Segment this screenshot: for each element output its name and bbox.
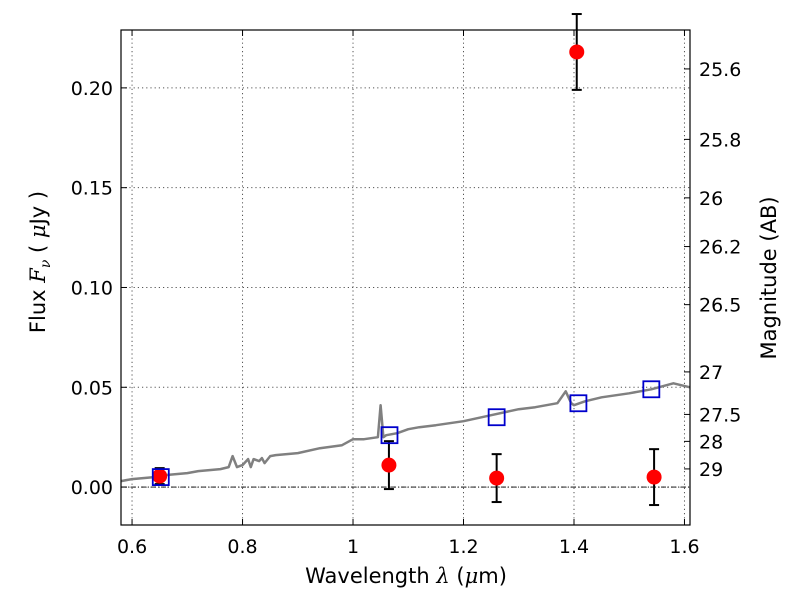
model-spectrum-line — [120, 382, 691, 483]
y2-tick-label: 27.5 — [699, 404, 741, 426]
y-tick-label: 0.05 — [71, 377, 113, 399]
x-axis-label: Wavelength λ (μm) — [305, 564, 507, 588]
spectrum-layer — [120, 382, 691, 483]
y2-axis-label: Magnitude (AB) — [757, 196, 781, 359]
y-tick-label: 0.00 — [71, 477, 113, 499]
model-square — [487, 408, 506, 427]
y2-tick-label: 25.8 — [699, 129, 741, 151]
x-tick-label: 0.8 — [227, 536, 257, 558]
observed-point — [381, 457, 397, 473]
y-axis-label: Flux Fν ( μJy ) — [26, 191, 54, 333]
y2-tick-label: 28 — [699, 431, 723, 453]
observed-point — [489, 470, 505, 486]
model-square — [380, 426, 399, 445]
y2-tick-label: 26.2 — [699, 237, 741, 259]
observed-point — [152, 468, 168, 484]
x-tick-label: 1.6 — [669, 536, 699, 558]
x-tick-label: 0.6 — [117, 536, 147, 558]
observed-point — [569, 44, 585, 60]
ticks-layer: 0.6 0.8 1 1.2 1.4 1.6 0.00 0.05 0.10 0.15 0.20 25.6… — [71, 30, 741, 558]
y2-tick-label: 26.5 — [699, 295, 741, 317]
x-tick-label: 1.2 — [448, 536, 478, 558]
observed-layer — [152, 44, 662, 486]
model-square — [569, 394, 588, 413]
y2-tick-label: 27 — [699, 362, 723, 384]
grid — [121, 30, 690, 525]
model-layer — [151, 380, 661, 486]
y-tick-label: 0.15 — [71, 178, 113, 200]
y-tick-label: 0.20 — [71, 78, 113, 100]
y-tick-label: 0.10 — [71, 277, 113, 299]
y2-tick-label: 26 — [699, 188, 723, 210]
plot-frame — [120, 29, 691, 526]
model-square — [151, 468, 170, 486]
observed-point — [646, 469, 662, 485]
y2-tick-label: 25.6 — [699, 59, 741, 81]
model-square — [642, 380, 661, 399]
x-tick-label: 1.4 — [559, 536, 589, 558]
x-tick-label: 1 — [347, 536, 359, 558]
y2-tick-label: 29 — [699, 459, 723, 481]
